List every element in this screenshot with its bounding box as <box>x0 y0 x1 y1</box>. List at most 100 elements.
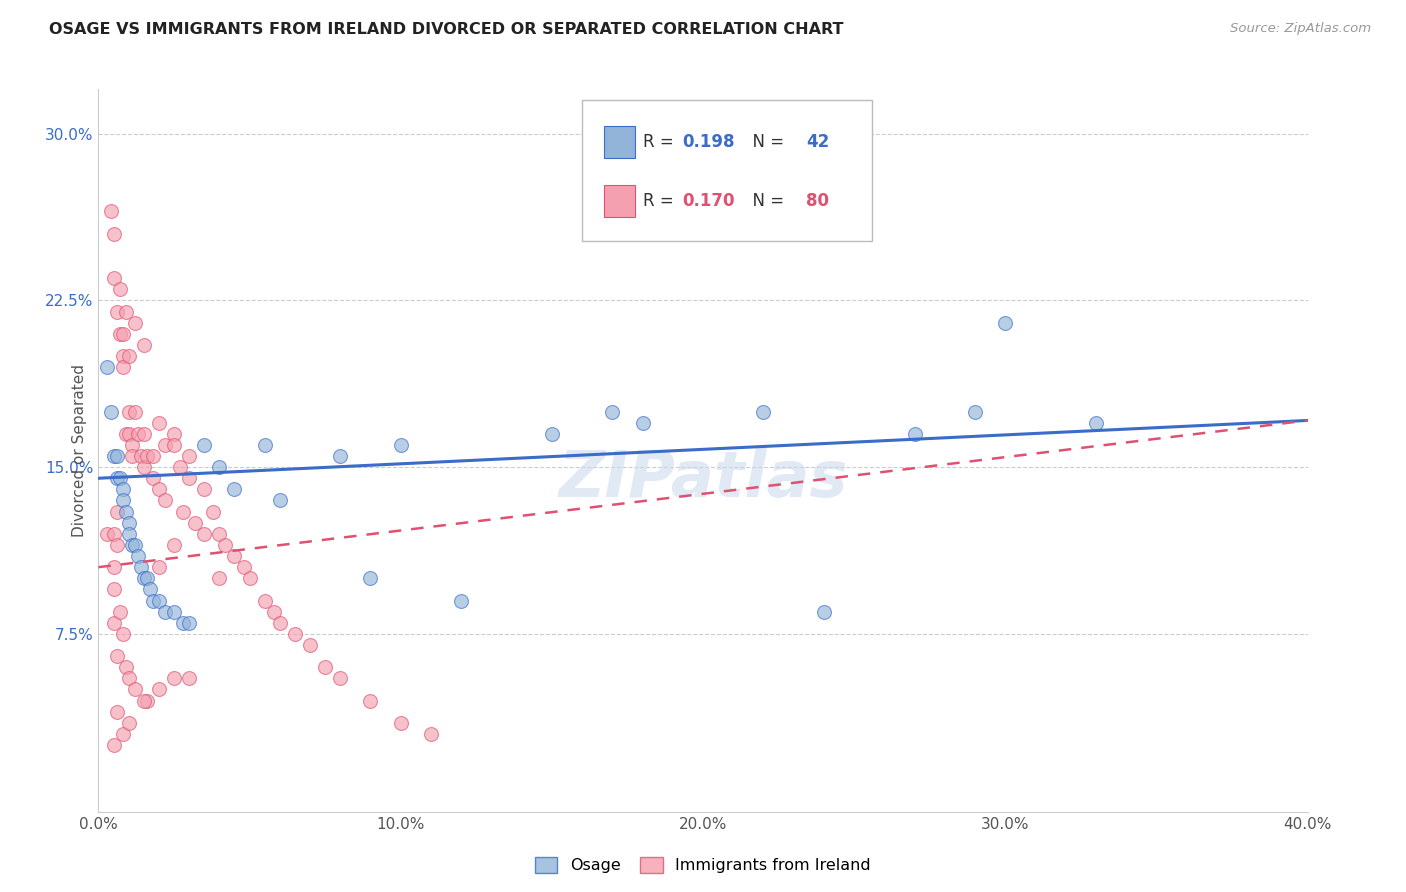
Point <box>208 571 231 585</box>
Point <box>111 627 134 641</box>
Point <box>103 582 125 597</box>
Point <box>284 627 307 641</box>
Point <box>752 404 775 418</box>
Point <box>114 660 136 674</box>
Point <box>193 438 215 452</box>
Point <box>105 705 128 719</box>
Point <box>129 560 152 574</box>
Point <box>631 416 654 430</box>
Point <box>124 682 146 697</box>
Point <box>142 593 165 607</box>
Text: OSAGE VS IMMIGRANTS FROM IRELAND DIVORCED OR SEPARATED CORRELATION CHART: OSAGE VS IMMIGRANTS FROM IRELAND DIVORCE… <box>49 22 844 37</box>
Point <box>124 404 146 418</box>
Point <box>96 360 118 375</box>
Point <box>132 460 155 475</box>
Point <box>420 727 443 741</box>
Point <box>389 715 412 730</box>
Point <box>103 560 125 574</box>
Point <box>540 426 562 441</box>
Point <box>1085 416 1108 430</box>
Point <box>153 438 176 452</box>
Point <box>179 449 201 463</box>
Point <box>163 671 186 685</box>
Point <box>105 449 128 463</box>
Point <box>208 460 231 475</box>
Point <box>132 693 155 707</box>
Point <box>132 338 155 352</box>
Point <box>163 426 186 441</box>
Point <box>103 449 125 463</box>
Point <box>813 605 835 619</box>
Point <box>118 404 141 418</box>
Point <box>111 360 134 375</box>
Point <box>114 304 136 318</box>
Point <box>108 471 131 485</box>
Point <box>360 693 382 707</box>
Point <box>108 326 131 341</box>
Text: N =: N = <box>742 133 789 151</box>
Point <box>299 638 322 652</box>
FancyBboxPatch shape <box>603 186 636 217</box>
Point <box>148 416 170 430</box>
Point <box>105 538 128 552</box>
Point <box>208 526 231 541</box>
Point <box>269 615 291 630</box>
FancyBboxPatch shape <box>603 126 636 158</box>
Point <box>148 560 170 574</box>
Point <box>111 483 134 497</box>
Point <box>193 526 215 541</box>
Point <box>253 438 276 452</box>
Point <box>153 493 176 508</box>
Point <box>105 471 128 485</box>
Point <box>263 605 285 619</box>
Point <box>118 516 141 530</box>
Point <box>360 571 382 585</box>
Legend: Osage, Immigrants from Ireland: Osage, Immigrants from Ireland <box>529 850 877 880</box>
Point <box>127 426 149 441</box>
Text: N =: N = <box>742 192 789 211</box>
Point <box>179 671 201 685</box>
Point <box>121 449 143 463</box>
Text: R =: R = <box>643 133 679 151</box>
Point <box>103 271 125 285</box>
Point <box>314 660 336 674</box>
Point <box>224 549 246 563</box>
Point <box>124 538 146 552</box>
Point <box>148 483 170 497</box>
Point <box>132 426 155 441</box>
Point <box>103 526 125 541</box>
Point <box>169 460 191 475</box>
Point <box>232 560 254 574</box>
Point <box>111 493 134 508</box>
Point <box>184 516 207 530</box>
Point <box>994 316 1017 330</box>
Point <box>96 526 118 541</box>
Point <box>108 282 131 296</box>
Point <box>214 538 236 552</box>
Point <box>163 438 186 452</box>
Point <box>202 505 225 519</box>
Point <box>179 471 201 485</box>
Point <box>904 426 927 441</box>
FancyBboxPatch shape <box>582 100 872 241</box>
Point <box>329 671 352 685</box>
Point <box>389 438 412 452</box>
Point <box>118 526 141 541</box>
Point <box>118 671 141 685</box>
Point <box>132 571 155 585</box>
Point <box>269 493 291 508</box>
Text: 42: 42 <box>806 133 830 151</box>
Point <box>118 715 141 730</box>
Point <box>108 605 131 619</box>
Point <box>118 349 141 363</box>
Point <box>142 449 165 463</box>
Point <box>179 615 201 630</box>
Point <box>127 549 149 563</box>
Point <box>253 593 276 607</box>
Point <box>114 426 136 441</box>
Point <box>103 227 125 241</box>
Text: 80: 80 <box>806 192 828 211</box>
Point <box>103 738 125 752</box>
Point <box>224 483 246 497</box>
Point <box>129 449 152 463</box>
